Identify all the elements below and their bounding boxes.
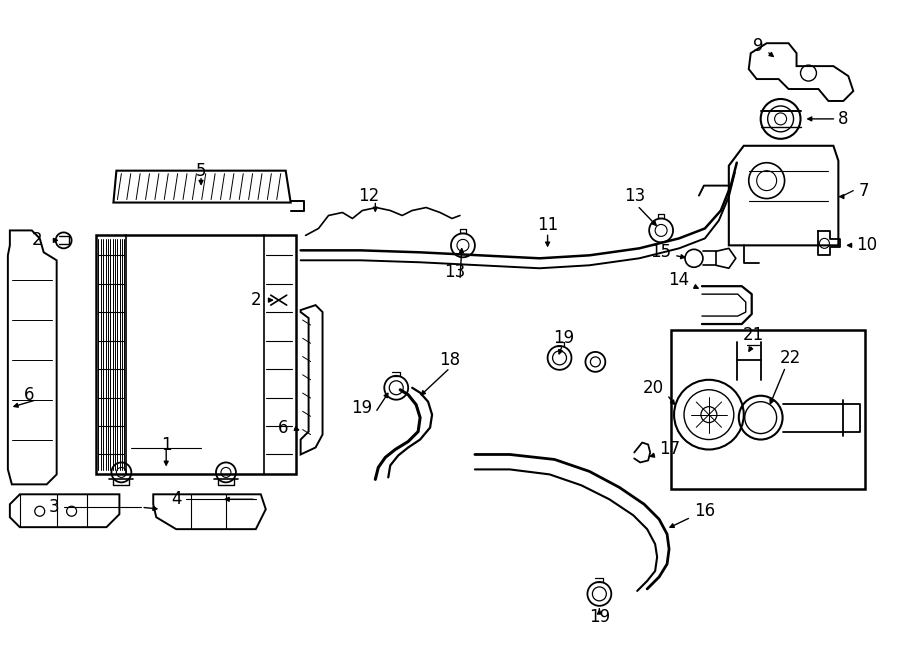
Text: 6: 6 <box>277 418 288 436</box>
Text: 21: 21 <box>743 326 764 344</box>
Text: 2: 2 <box>250 291 261 309</box>
Text: 20: 20 <box>643 379 664 397</box>
Text: 17: 17 <box>659 440 680 459</box>
Bar <box>671 330 865 489</box>
Text: 4: 4 <box>171 490 182 508</box>
Text: 19: 19 <box>351 399 373 416</box>
Text: 18: 18 <box>439 351 461 369</box>
Text: 5: 5 <box>196 162 206 180</box>
Bar <box>96 235 296 475</box>
Text: 6: 6 <box>23 386 34 404</box>
Text: 3: 3 <box>49 498 59 516</box>
Text: 8: 8 <box>839 110 849 128</box>
Text: 13: 13 <box>445 263 465 281</box>
Text: 15: 15 <box>650 243 671 261</box>
Text: 11: 11 <box>537 216 558 235</box>
Text: 12: 12 <box>357 186 379 204</box>
Text: 16: 16 <box>694 502 716 520</box>
Text: 9: 9 <box>753 37 764 56</box>
Text: 10: 10 <box>856 237 878 254</box>
Text: 2: 2 <box>32 231 42 249</box>
Text: 13: 13 <box>625 186 646 204</box>
Text: 19: 19 <box>589 608 610 626</box>
Text: 7: 7 <box>859 182 868 200</box>
Text: 19: 19 <box>553 329 574 347</box>
Text: 22: 22 <box>780 349 801 367</box>
Text: 1: 1 <box>161 436 172 453</box>
Text: 14: 14 <box>668 271 689 290</box>
